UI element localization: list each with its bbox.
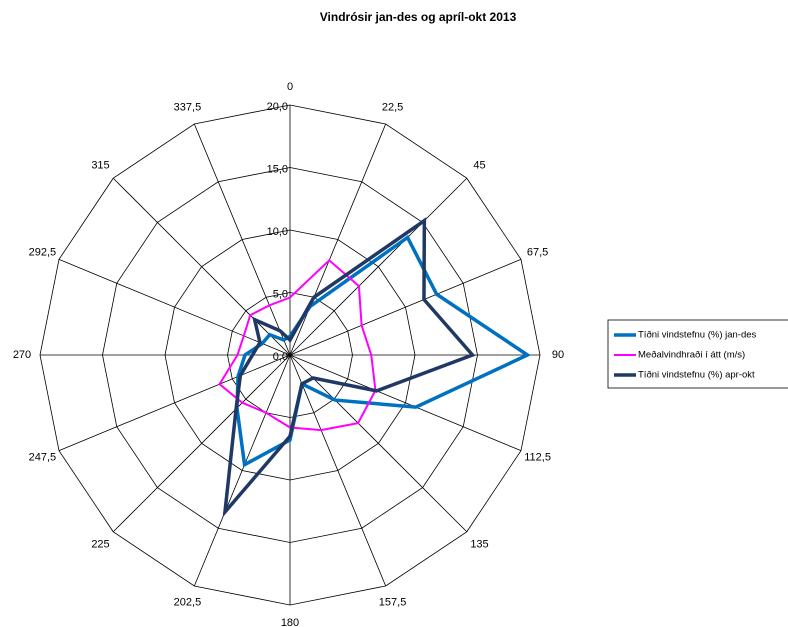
spoke [193,123,291,356]
category-label: 247,5 [29,451,57,463]
category-label: 180 [281,617,299,627]
series-line [235,234,532,468]
spoke [289,354,522,452]
legend-label: Tíðni vindstefnu (%) jan-des [638,330,757,341]
category-label: 0 [287,81,293,93]
spoke [289,354,468,533]
spoke [58,258,291,356]
spoke [193,354,291,587]
spoke [112,354,291,533]
series-line [218,258,377,432]
spoke [289,177,468,356]
category-label: 112,5 [524,451,551,463]
spoke [112,177,291,356]
category-label: 292,5 [29,246,57,258]
chart-title: Vindrósir jan-des og apríl-okt 2013 [320,10,517,24]
series-line [222,217,476,518]
legend-label: Tíðni vindstefnu (%) apr-okt [638,370,755,381]
spoke [289,258,522,356]
category-label: 22,5 [382,101,403,113]
category-label: 157,5 [379,597,407,609]
tick-label: 20,0 [267,101,288,113]
category-label: 270 [13,349,31,361]
category-label: 225 [91,538,109,550]
category-label: 202,5 [174,597,202,609]
spoke [289,354,387,587]
tick-label: 10,0 [267,226,288,238]
spoke [58,354,291,452]
category-label: 337,5 [174,101,202,113]
category-label: 315 [91,159,109,171]
category-label: 67,5 [527,246,548,258]
category-label: 45 [473,159,485,171]
tick-label: 15,0 [267,163,288,175]
category-label: 135 [470,538,488,550]
legend-label: Meðalvindhraði í átt (m/s) [638,350,745,361]
spoke [289,123,387,356]
tick-label: 0,0 [273,351,288,363]
category-label: 90 [552,349,564,361]
tick-label: 5,0 [273,288,288,300]
legend-box [607,319,788,389]
